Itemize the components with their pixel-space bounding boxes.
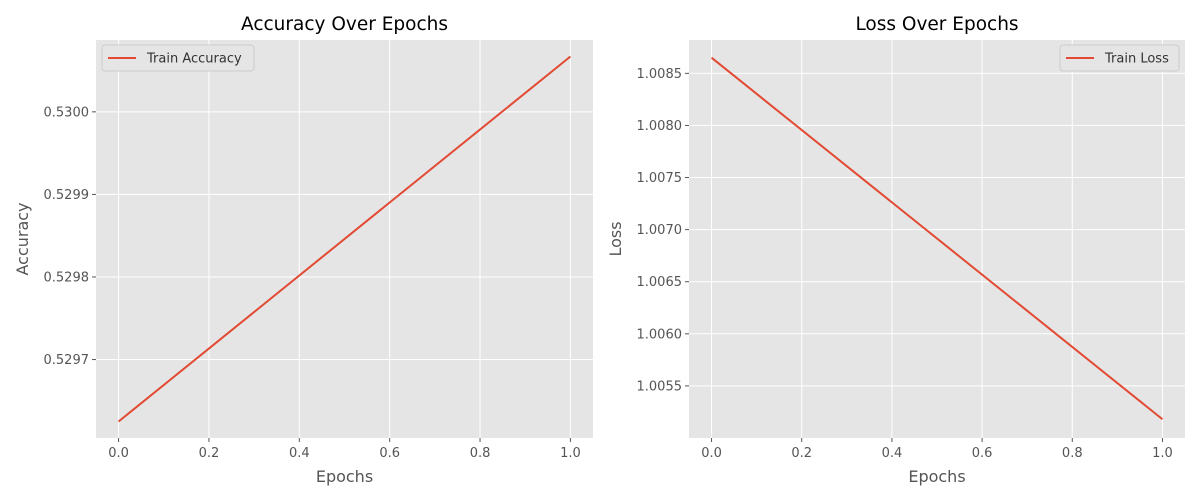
loss-y-axis-label: Loss xyxy=(606,221,625,256)
loss-gridlines xyxy=(689,40,1185,438)
loss-chart: 0.0 0.2 0.4 0.6 0.8 1.0 1.0055 1.0060 1.0065 1.00… xyxy=(606,14,1185,486)
accuracy-x-tick-label: 0.4 xyxy=(289,446,310,461)
loss-y-tick-label: 1.0085 xyxy=(637,67,683,82)
accuracy-chart-title: Accuracy Over Epochs xyxy=(241,14,448,35)
loss-y-tick-label: 1.0075 xyxy=(637,171,683,186)
loss-chart-title: Loss Over Epochs xyxy=(855,14,1018,35)
accuracy-y-axis-label: Accuracy xyxy=(13,202,32,275)
loss-y-tick-label: 1.0055 xyxy=(637,379,683,394)
loss-y-tick-label: 1.0070 xyxy=(637,223,683,238)
loss-y-tick-label: 1.0065 xyxy=(637,275,683,290)
accuracy-ticks: 0.0 0.2 0.4 0.6 0.8 1.0 0.5297 0.5298 0.5299 0.53… xyxy=(44,105,581,461)
loss-x-tick-label: 0.8 xyxy=(1062,446,1083,461)
loss-legend: Train Loss xyxy=(1059,44,1180,72)
accuracy-y-tick-label: 0.5300 xyxy=(44,105,90,120)
loss-x-tick-label: 0.0 xyxy=(701,446,722,461)
accuracy-legend: Train Accuracy xyxy=(101,44,255,72)
loss-x-tick-label: 0.4 xyxy=(882,446,903,461)
loss-legend-label: Train Loss xyxy=(1104,52,1169,67)
accuracy-y-tick-label: 0.5297 xyxy=(44,353,90,368)
loss-series xyxy=(710,56,1164,421)
accuracy-series-line-0 xyxy=(117,55,572,423)
accuracy-series xyxy=(117,55,572,423)
accuracy-x-axis-label: Epochs xyxy=(316,467,373,486)
accuracy-y-tick-label: 0.5298 xyxy=(44,270,90,285)
accuracy-x-tick-label: 0.0 xyxy=(108,446,129,461)
loss-y-tick-label: 1.0060 xyxy=(637,327,683,342)
loss-series-line-0 xyxy=(710,56,1164,421)
accuracy-gridlines xyxy=(96,40,593,438)
loss-x-tick-label: 0.6 xyxy=(972,446,993,461)
loss-y-tick-label: 1.0080 xyxy=(637,119,683,134)
accuracy-legend-box xyxy=(101,44,255,72)
accuracy-x-tick-label: 1.0 xyxy=(560,446,581,461)
accuracy-x-tick-label: 0.6 xyxy=(379,446,400,461)
accuracy-chart: 0.0 0.2 0.4 0.6 0.8 1.0 0.5297 0.5298 0.5299 0.53… xyxy=(13,14,593,486)
loss-x-tick-label: 1.0 xyxy=(1152,446,1173,461)
accuracy-x-tick-label: 0.8 xyxy=(470,446,491,461)
loss-x-tick-label: 0.2 xyxy=(791,446,812,461)
loss-ticks: 0.0 0.2 0.4 0.6 0.8 1.0 1.0055 1.0060 1.0065 1.00… xyxy=(637,67,1173,461)
accuracy-legend-label: Train Accuracy xyxy=(146,52,242,67)
loss-legend-box xyxy=(1059,44,1180,72)
loss-x-axis-label: Epochs xyxy=(908,467,965,486)
accuracy-x-tick-label: 0.2 xyxy=(199,446,220,461)
accuracy-y-tick-label: 0.5299 xyxy=(44,188,90,203)
